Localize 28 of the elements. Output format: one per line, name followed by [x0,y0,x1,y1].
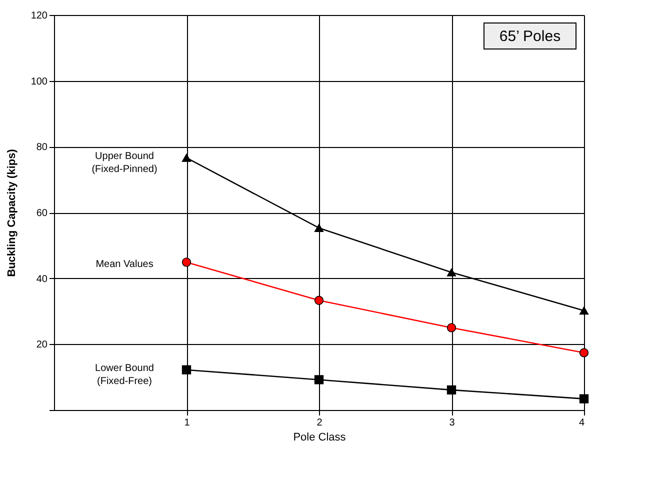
point [446,323,456,332]
point [182,258,192,267]
x-tick-label: 3 [449,418,456,428]
point [314,224,324,232]
y-tick-label: 60 [36,208,48,219]
point [182,365,192,374]
y-tick-label: 100 [30,76,48,88]
x-tick-label: 4 [578,418,585,428]
text: Mean Values [96,259,154,270]
point [579,394,589,404]
text: Upper Bound (Fixed-Pinned) [92,150,158,175]
point [182,154,192,162]
x-tick-label: 1 [184,418,190,428]
point [579,306,589,315]
x-tick-label: 2 [316,418,323,428]
y-tick-label: 20 [36,340,48,351]
x-axis-title: Pole Class [293,432,346,444]
point [314,375,324,384]
point [446,268,456,276]
text: 65’ Poles [499,28,561,45]
y-tick-label: 40 [36,274,48,285]
point [446,385,456,395]
text: Lower Bound (Fixed-Free) [95,362,154,387]
y-tick-label: 80 [36,142,48,154]
y-axis-title: Buckling Capacity (kips) [6,148,18,277]
point [579,348,589,358]
y-tick-label: 120 [30,10,48,22]
point [314,296,324,305]
